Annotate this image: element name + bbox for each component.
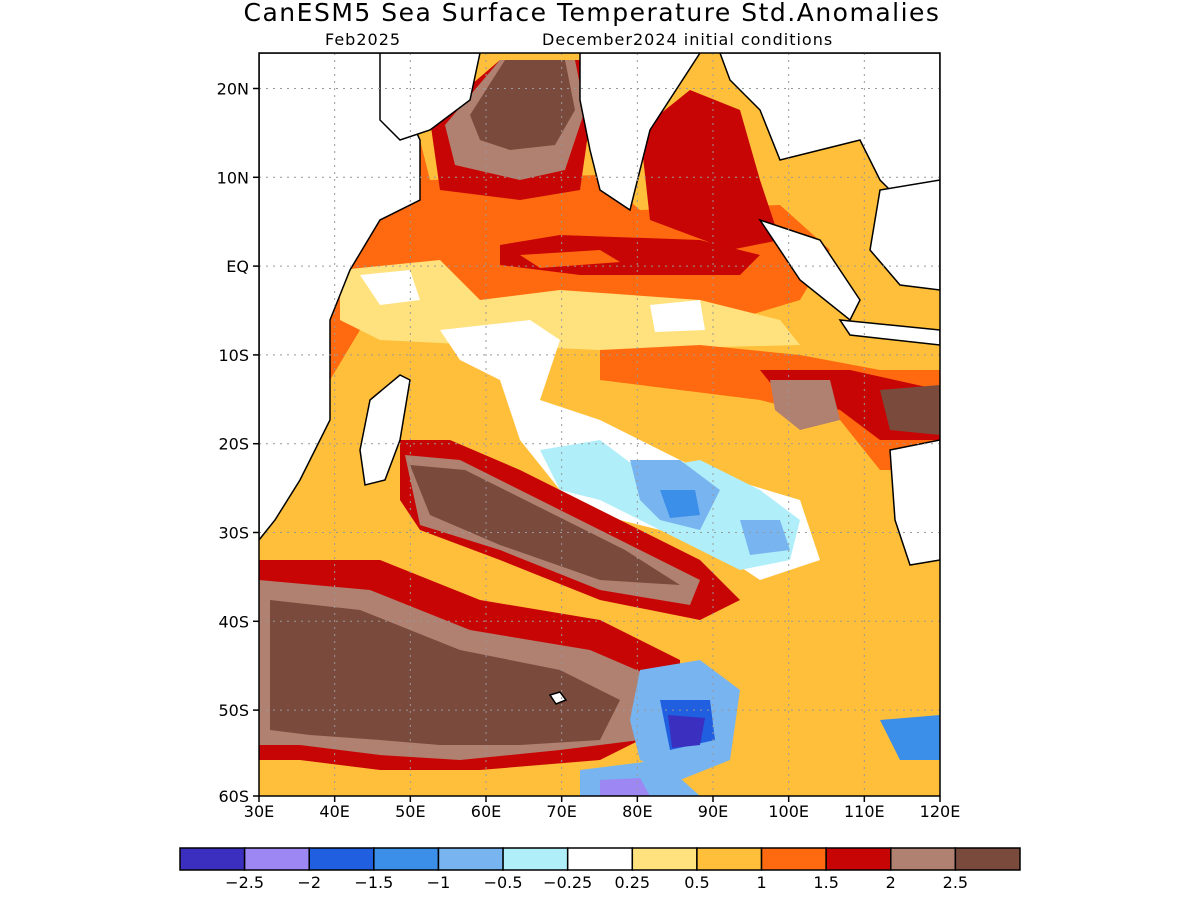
map-title: CanESM5 Sea Surface Temperature Std.Anom… xyxy=(244,0,941,27)
colorbar-label: −1.5 xyxy=(354,873,393,892)
colorbar-label: 1.5 xyxy=(813,873,838,892)
equatorial-band-inner xyxy=(520,250,620,268)
southeast-cool-patch xyxy=(880,715,940,760)
southern-ocean-peak xyxy=(270,600,620,745)
lon-tick-label: 90E xyxy=(698,802,728,821)
central-neutral-patch-east xyxy=(650,300,705,332)
colorbar-label: 2 xyxy=(886,873,896,892)
colorbar-swatch xyxy=(696,847,763,871)
longitude-axis: 30E 40E 50E 60E 70E 80E 90E 100E 110E 120E xyxy=(244,796,961,821)
lon-tick-label: 50E xyxy=(395,802,425,821)
lat-tick-label: 60S xyxy=(218,787,249,806)
colorbar-swatch xyxy=(954,847,1021,871)
madagascar-landmass xyxy=(359,374,411,486)
colorbar-swatch xyxy=(308,847,375,871)
lon-tick-label: 30E xyxy=(244,802,274,821)
map-frame xyxy=(258,52,941,797)
lon-tick-label: 80E xyxy=(622,802,652,821)
lat-tick-label: 20N xyxy=(217,80,249,99)
colorbar-swatch xyxy=(502,847,569,871)
colorbar-label: −0.5 xyxy=(484,873,523,892)
colorbar-swatch xyxy=(890,847,957,871)
colorbar-label: 0.25 xyxy=(614,873,650,892)
southern-cool-core xyxy=(668,715,705,748)
colorbar-swatch xyxy=(373,847,440,871)
colorbar-label: 1 xyxy=(756,873,766,892)
lon-tick-label: 120E xyxy=(920,802,961,821)
latitude-axis: 20N 10N EQ 10S 20S 30S 40S 50S 60S xyxy=(217,80,259,806)
eastern-warm-peak xyxy=(880,385,940,435)
lon-tick-label: 70E xyxy=(546,802,576,821)
colorbar-label: −1 xyxy=(427,873,451,892)
colorbar-label: −0.25 xyxy=(543,873,592,892)
lon-tick-label: 110E xyxy=(844,802,885,821)
lat-tick-label: 30S xyxy=(218,524,249,543)
java-landmass xyxy=(838,319,940,346)
australia-landmass xyxy=(889,439,940,566)
south-subtropical-peak xyxy=(410,465,680,585)
lat-tick-label: 20S xyxy=(218,435,249,454)
borneo-landmass xyxy=(869,179,940,291)
lat-tick-label: 10N xyxy=(217,168,249,187)
colorbar-swatch xyxy=(437,847,504,871)
cool-anomaly-east xyxy=(740,520,790,555)
colorbar: −2.5 −2 −1.5 −1 −0.5 −0.25 0.25 0.5 1 1.5 2 2.5 xyxy=(179,847,1021,892)
arabian-sea-peak xyxy=(470,60,575,150)
colorbar-label: 2.5 xyxy=(943,873,968,892)
lon-tick-label: 100E xyxy=(768,802,809,821)
colorbar-swatch xyxy=(760,847,827,871)
sumatra-landmass xyxy=(758,218,861,322)
central-neutral-patch-west xyxy=(360,270,420,305)
lon-tick-label: 40E xyxy=(319,802,349,821)
colorbar-swatch xyxy=(825,847,892,871)
eastern-warm-high-a xyxy=(770,380,840,430)
lon-tick-label: 60E xyxy=(471,802,501,821)
lat-tick-label: 10S xyxy=(218,346,249,365)
colorbar-label: 0.5 xyxy=(684,873,709,892)
colorbar-swatch xyxy=(631,847,698,871)
lat-tick-label: EQ xyxy=(226,257,249,276)
southeast-asia-landmass xyxy=(719,53,940,201)
map-subtitle-right: December2024 initial conditions xyxy=(542,30,833,49)
map-subtitle-left: Feb2025 xyxy=(325,30,401,49)
colorbar-swatch xyxy=(566,847,634,871)
cool-anomaly-core xyxy=(660,490,700,518)
india-landmass xyxy=(579,53,701,212)
arabia-landmass xyxy=(379,53,481,141)
colorbar-label: −2 xyxy=(297,873,321,892)
bay-of-bengal-core xyxy=(640,90,780,250)
lat-tick-label: 40S xyxy=(218,612,249,631)
lat-tick-label: 50S xyxy=(218,701,249,720)
map-panel: 20N 10N EQ 10S 20S 30S 40S 50S 60S 30E 40E 50E 60E 7… xyxy=(217,52,961,821)
anomaly-field xyxy=(259,53,940,796)
kerguelen-island xyxy=(548,691,568,705)
colorbar-label: −2.5 xyxy=(225,873,264,892)
colorbar-swatch xyxy=(243,847,310,871)
colorbar-swatch xyxy=(179,847,246,871)
gridlines xyxy=(259,53,940,796)
